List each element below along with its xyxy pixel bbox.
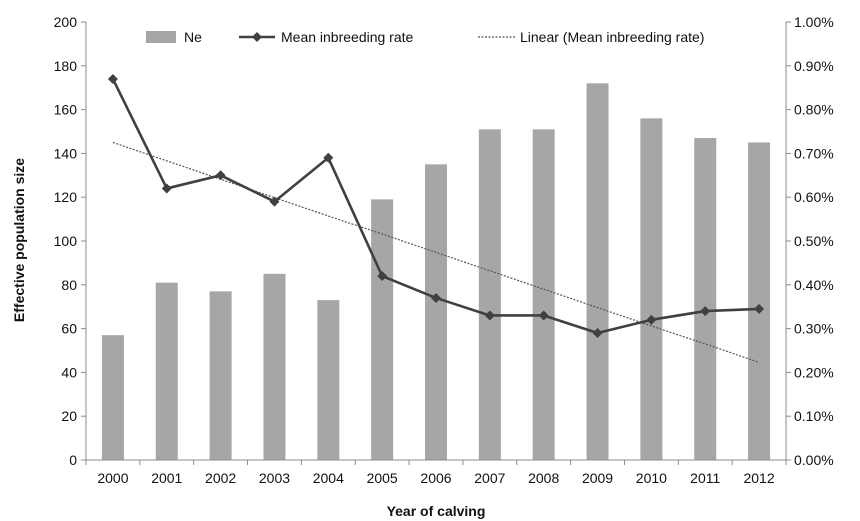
x-tick-label: 2009 <box>582 470 613 486</box>
x-tick-label: 2010 <box>636 470 667 486</box>
y-tick-label: 120 <box>54 189 78 205</box>
y-tick-label: 140 <box>54 145 78 161</box>
point-inbreeding-2002 <box>215 170 226 181</box>
bar-ne-2006 <box>425 164 447 460</box>
legend-swatch-inbreeding-marker <box>252 32 262 42</box>
y2-tick-label: 0.20% <box>794 364 834 380</box>
legend-label-trendline: Linear (Mean inbreeding rate) <box>520 29 704 45</box>
x-axis-title: Year of calving <box>387 503 486 519</box>
y-axis-title: Effective population size <box>11 158 27 322</box>
x-tick-label: 2003 <box>259 470 290 486</box>
x-tick-label: 2012 <box>743 470 774 486</box>
bars-group <box>101 83 771 461</box>
point-inbreeding-2012 <box>754 303 765 314</box>
y2-tick-label: 0.10% <box>794 408 834 424</box>
x-tick-label: 2011 <box>690 470 720 486</box>
point-inbreeding-2005 <box>377 271 388 282</box>
y2-tick-label: 0.30% <box>794 321 834 337</box>
bar-ne-2000 <box>101 335 124 460</box>
y2-tick-label: 0.50% <box>794 233 834 249</box>
bar-ne-2008 <box>532 129 555 460</box>
point-inbreeding-2000 <box>107 73 118 84</box>
bar-ne-2007 <box>478 129 501 460</box>
y-tick-label: 180 <box>54 58 78 74</box>
bar-ne-2009 <box>586 83 609 460</box>
legend-label-ne: Ne <box>184 29 202 45</box>
y2-tick-label: 0.60% <box>794 189 834 205</box>
y2-tick-label: 0.90% <box>794 58 834 74</box>
x-tick-label: 2008 <box>528 470 559 486</box>
inbreeding-line-group <box>107 73 765 338</box>
point-inbreeding-2003 <box>269 196 280 207</box>
bar-ne-2011 <box>694 138 717 460</box>
y2-tick-label: 1.00% <box>794 14 834 30</box>
y2-tick-label: 0.40% <box>794 277 834 293</box>
bar-ne-2012 <box>748 142 771 460</box>
point-inbreeding-2009 <box>592 327 603 338</box>
bar-ne-2003 <box>263 273 286 460</box>
point-inbreeding-2004 <box>323 152 334 163</box>
y2-tick-label: 0.00% <box>794 452 834 468</box>
bar-ne-2002 <box>209 291 232 460</box>
y-tick-label: 100 <box>54 233 78 249</box>
y-tick-label: 200 <box>54 14 78 30</box>
y-tick-label: 80 <box>61 277 77 293</box>
legend-swatch-ne <box>146 31 176 43</box>
legend-label-inbreeding: Mean inbreeding rate <box>281 29 414 45</box>
y-tick-label: 160 <box>54 102 78 118</box>
point-inbreeding-2010 <box>646 314 657 325</box>
y-tick-label: 20 <box>61 408 77 424</box>
bar-ne-2010 <box>640 118 663 461</box>
point-inbreeding-2001 <box>161 183 172 194</box>
x-tick-label: 2002 <box>205 470 236 486</box>
y-tick-label: 40 <box>61 364 77 380</box>
axes-group: 0 20 40 60 80 100 120 140 160 180 200 0.00% 0.10% 0.2… <box>54 14 834 486</box>
y2-tick-label: 0.70% <box>794 145 834 161</box>
x-tick-label: 2004 <box>313 470 344 486</box>
x-tick-label: 2006 <box>420 470 451 486</box>
x-tick-label: 2000 <box>97 470 128 486</box>
y-tick-label: 0 <box>69 452 77 468</box>
x-tick-label: 2005 <box>367 470 398 486</box>
point-inbreeding-2007 <box>484 310 495 321</box>
point-inbreeding-2011 <box>700 306 711 317</box>
x-tick-label: 2007 <box>474 470 505 486</box>
legend: Ne Mean inbreeding rate Linear (Mean inbre… <box>146 29 704 45</box>
point-inbreeding-2008 <box>538 310 549 321</box>
y-tick-label: 60 <box>61 321 77 337</box>
point-inbreeding-2006 <box>431 292 441 303</box>
x-tick-label: 2001 <box>151 470 182 486</box>
y2-tick-label: 0.80% <box>794 102 834 118</box>
bar-ne-2004 <box>317 300 340 460</box>
bar-ne-2001 <box>155 282 178 460</box>
bar-ne-2005 <box>371 199 394 460</box>
